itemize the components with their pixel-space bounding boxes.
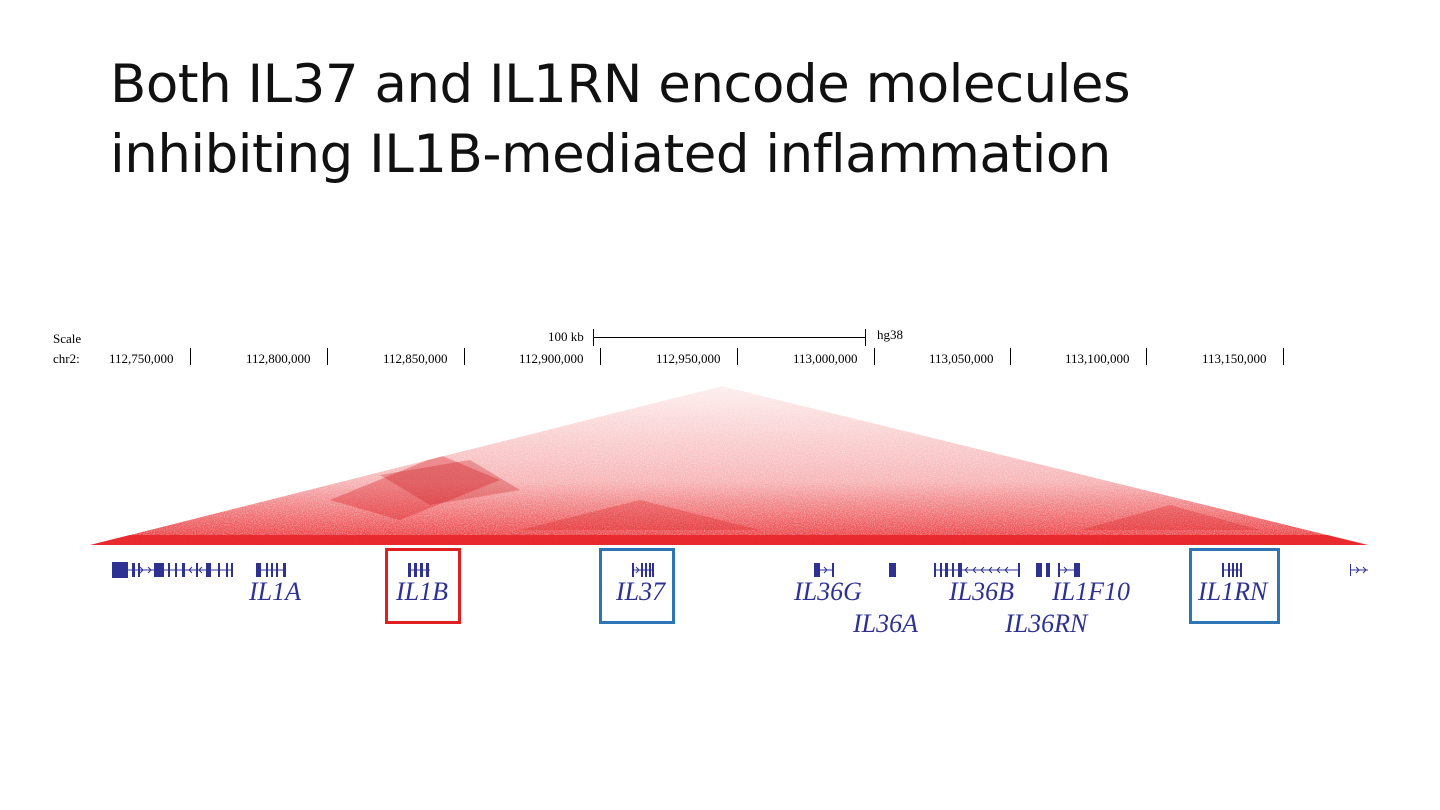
- gene-model-il36a: [889, 563, 896, 577]
- coordinate-tick: [874, 348, 875, 365]
- gene-model-il1b: [408, 563, 430, 577]
- scalebar: [593, 337, 866, 338]
- strand-arrow-icon: [823, 566, 828, 574]
- gene-model-il36b-il36rn: [934, 563, 1020, 577]
- hic-heatmap-triangle: [90, 386, 1368, 545]
- coordinate-tick: [737, 348, 738, 365]
- assembly-label: hg38: [877, 327, 903, 342]
- gene-label-il37: IL37: [616, 577, 666, 606]
- coordinate-tick: [600, 348, 601, 365]
- gene-label-il36rn: IL36RN: [1005, 609, 1088, 638]
- heatmap-domain: [1080, 505, 1260, 530]
- coordinate-label: 112,900,000: [519, 351, 584, 366]
- heatmap-domain: [380, 460, 520, 505]
- coordinate-label: 112,950,000: [656, 351, 721, 366]
- heatmap-texture: [90, 386, 1368, 545]
- gene-model-il1f10: [1036, 563, 1080, 577]
- scale-label: Scale: [53, 331, 82, 346]
- gene-label-il1f10: IL1F10: [1052, 577, 1130, 606]
- gene-label-il1a: IL1A: [249, 577, 301, 606]
- coordinate-tick: [1283, 348, 1284, 365]
- strand-arrow-icon: [188, 566, 203, 574]
- chromosome-label: chr2:: [53, 351, 80, 366]
- gene-label-il1b: IL1B: [396, 577, 448, 606]
- slide-title-line-1: Both IL37 and IL1RN encode molecules: [110, 54, 1131, 115]
- strand-arrow-icon: [139, 566, 152, 574]
- gene-model-il37: [632, 563, 654, 577]
- scalebar-label: 100 kb: [548, 329, 584, 344]
- scalebar-right-end: [865, 329, 866, 346]
- gene-label-il36a: IL36A: [853, 609, 918, 638]
- coordinate-label: 113,150,000: [1202, 351, 1267, 366]
- coordinate-tick: [464, 348, 465, 365]
- slide-title: Both IL37 and IL1RN encode molecules inh…: [110, 50, 1131, 190]
- gene-model: [112, 562, 233, 578]
- coordinate-label: 112,850,000: [383, 351, 448, 366]
- heatmap-domain: [520, 500, 760, 530]
- strand-arrow-icon: [1063, 566, 1068, 574]
- gene-label-il36b: IL36B: [949, 577, 1014, 606]
- coordinate-tick: [190, 348, 191, 365]
- gene-model-il36g: [814, 563, 834, 577]
- il37-highlight-box: [599, 548, 675, 624]
- heatmap-domain: [330, 455, 500, 520]
- gene-track: [112, 562, 1368, 578]
- strand-arrow-icon: [964, 566, 1009, 574]
- slide-title-line-2: inhibiting IL1B-mediated inflammation: [110, 124, 1111, 185]
- coordinate-label: 113,050,000: [929, 351, 994, 366]
- gene-label-il36g: IL36G: [794, 577, 862, 606]
- scalebar-left-end: [593, 329, 594, 346]
- coordinate-label: 113,100,000: [1065, 351, 1130, 366]
- gene-model-il1a: [256, 563, 286, 577]
- heatmap-diagonal: [90, 535, 1368, 545]
- gene-model-il1rn: [1222, 563, 1242, 577]
- coordinate-label: 113,000,000: [793, 351, 858, 366]
- coordinate-tick: [1146, 348, 1147, 365]
- coordinate-label: 112,750,000: [109, 351, 174, 366]
- strand-arrow-icon: [1355, 566, 1367, 574]
- strand-arrow-icon: [635, 566, 640, 574]
- coordinate-label: 112,800,000: [246, 351, 311, 366]
- coordinate-tick: [1010, 348, 1011, 365]
- il1b-highlight-box: [385, 548, 461, 624]
- il1rn-highlight-box: [1189, 548, 1280, 624]
- coordinate-tick: [327, 348, 328, 365]
- gene-label-il1rn: IL1RN: [1198, 577, 1268, 606]
